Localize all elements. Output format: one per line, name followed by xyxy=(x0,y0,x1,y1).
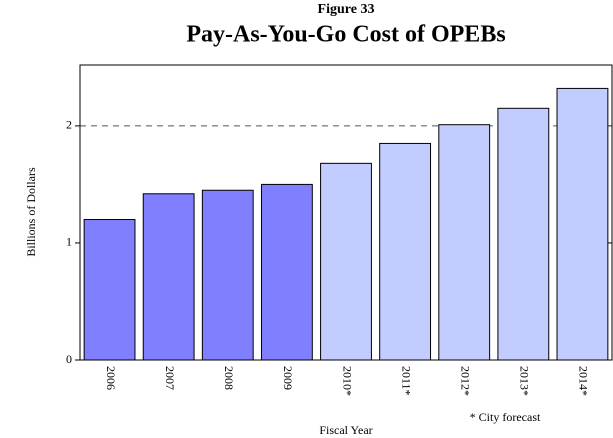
y-tick-label: 1 xyxy=(66,235,72,249)
chart-supertitle: Figure 33 xyxy=(318,2,375,17)
bar xyxy=(260,183,313,361)
x-tick-label: 2012* xyxy=(458,366,472,396)
y-tick-label: 2 xyxy=(66,118,72,132)
x-axis-label: Fiscal Year xyxy=(319,423,372,437)
y-tick-label: 0 xyxy=(66,352,72,366)
bar xyxy=(556,87,609,361)
x-tick-label: 2013* xyxy=(518,366,532,396)
y-axis-label: Billions of Dollars xyxy=(24,167,38,257)
bar xyxy=(201,189,254,361)
x-tick-label: 2011* xyxy=(399,366,413,396)
plot-frame xyxy=(79,64,613,361)
note: * City forecast xyxy=(470,410,541,424)
x-tick-label: 2008 xyxy=(222,366,236,390)
x-tick-label: 2006 xyxy=(104,366,118,390)
x-tick-label: 2007 xyxy=(163,366,177,390)
x-tick-label: 2014* xyxy=(577,366,591,396)
chart-title: Pay-As-You-Go Cost of OPEBs xyxy=(186,22,505,48)
bar xyxy=(320,162,372,361)
bar xyxy=(142,193,195,361)
bar xyxy=(438,124,491,361)
bar xyxy=(83,219,136,361)
bar xyxy=(497,107,550,361)
bar xyxy=(379,142,432,361)
x-tick-label: 2009 xyxy=(281,366,295,390)
x-tick-label: 2010* xyxy=(340,366,354,396)
